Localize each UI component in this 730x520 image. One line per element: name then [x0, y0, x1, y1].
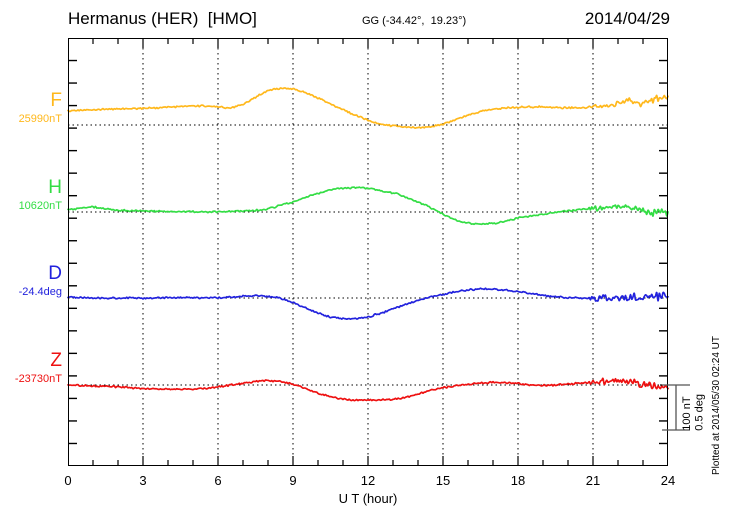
scale-deg-label: 0.5 deg: [693, 394, 706, 431]
magnetogram-plot: [67, 38, 669, 466]
x-tick-label-12: 12: [360, 473, 376, 488]
component-symbol-h: H: [48, 177, 62, 198]
component-label-f: F 25990nT: [19, 91, 62, 125]
plotted-at-stamp: Plotted at 2014/05/30 02:24 UT: [711, 336, 722, 475]
trace-z: [67, 377, 669, 402]
station-title: Hermanus (HER) [HMO]: [68, 9, 257, 28]
x-tick-label-15: 15: [435, 473, 451, 488]
component-label-d: D -24.4deg: [19, 264, 62, 298]
plot-canvas: [67, 38, 669, 466]
component-label-h: H 10620nT: [19, 178, 62, 212]
component-symbol-f: F: [50, 90, 62, 111]
x-tick-label-3: 3: [139, 473, 147, 488]
x-tick-label-0: 0: [64, 473, 72, 488]
trace-f: [67, 87, 669, 130]
x-tick-label-18: 18: [510, 473, 526, 488]
component-symbol-z: Z: [50, 350, 62, 371]
component-baseline-f: 25990nT: [18, 113, 62, 125]
trace-d: [67, 287, 669, 321]
x-axis-title: U T (hour): [338, 491, 398, 506]
x-tick-label-21: 21: [585, 473, 601, 488]
x-tick-label-6: 6: [214, 473, 222, 488]
geographic-coordinates: GG (-34.42°, 19.23°): [362, 15, 467, 27]
component-baseline-d: -24.4deg: [18, 286, 62, 298]
plot-frame: [68, 38, 668, 466]
component-baseline-z: -23730nT: [14, 373, 62, 385]
component-symbol-d: D: [48, 263, 62, 284]
x-tick-label-24: 24: [660, 473, 676, 488]
scale-bar: [660, 384, 690, 431]
component-baseline-h: 10620nT: [18, 200, 62, 212]
scale-bar-label: 100 nT 0.5 deg: [681, 394, 706, 431]
x-tick-label-9: 9: [289, 473, 297, 488]
observation-date: 2014/04/29: [584, 9, 670, 28]
component-label-z: Z -23730nT: [15, 351, 62, 385]
trace-h: [67, 186, 669, 226]
scale-nt-label: 100 nT: [681, 396, 693, 431]
